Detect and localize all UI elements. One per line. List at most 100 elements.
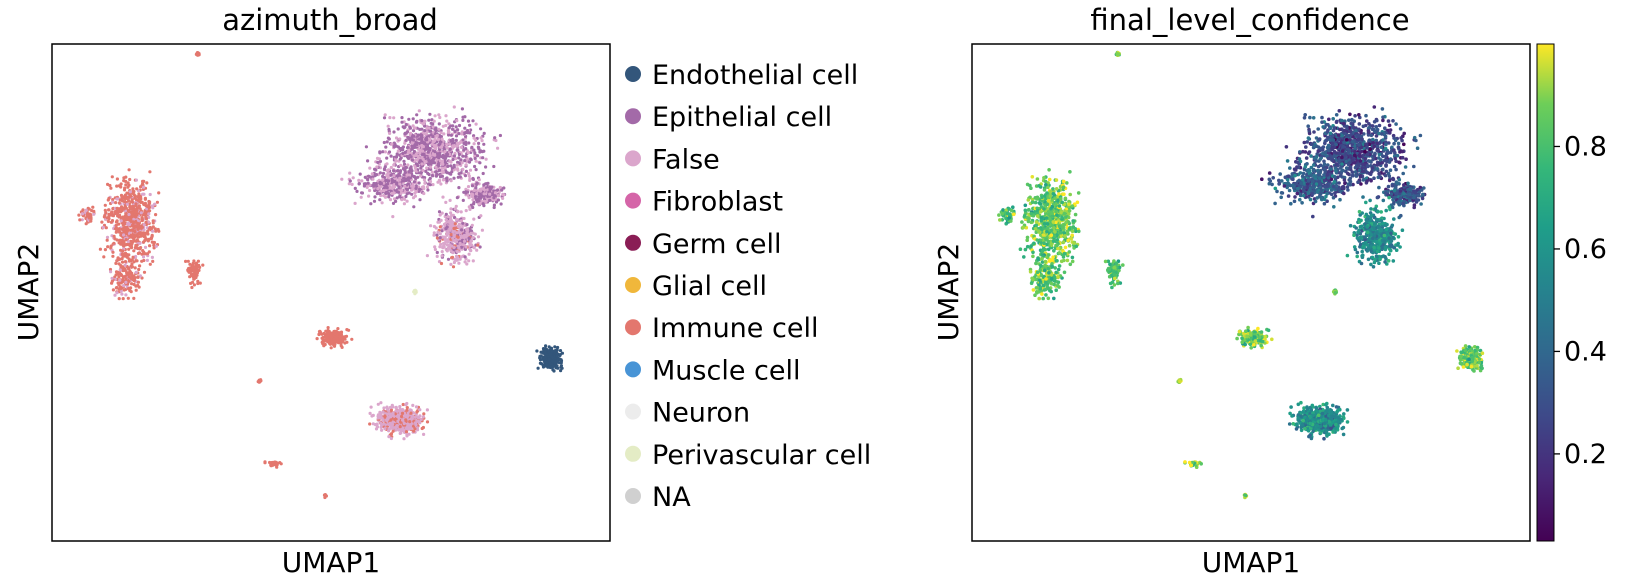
- left-point: [263, 460, 267, 464]
- left-point: [114, 286, 118, 290]
- left-point: [449, 233, 453, 237]
- left-point: [439, 218, 443, 222]
- right-point: [1055, 238, 1059, 242]
- left-point: [146, 220, 151, 224]
- left-point: [122, 188, 127, 192]
- left-point: [347, 328, 351, 332]
- right-point: [1306, 124, 1310, 128]
- left-point: [448, 142, 452, 146]
- left-point: [385, 140, 389, 144]
- left-point: [455, 196, 459, 200]
- left-point: [466, 185, 471, 189]
- left-point: [409, 426, 413, 430]
- left-point: [142, 231, 146, 235]
- right-point: [1068, 262, 1073, 267]
- right-point: [1050, 204, 1055, 209]
- left-point: [431, 140, 435, 144]
- left-point: [106, 198, 110, 202]
- left-point: [388, 198, 393, 202]
- left-point: [142, 179, 146, 183]
- left-point: [496, 198, 500, 202]
- left-point: [451, 137, 455, 142]
- left-point: [392, 116, 396, 120]
- left-point: [445, 179, 449, 183]
- left-point: [107, 212, 111, 216]
- left-point: [383, 150, 387, 154]
- left-point: [111, 254, 115, 258]
- right-point: [1049, 233, 1054, 237]
- left-point: [423, 129, 427, 133]
- left-point: [434, 128, 438, 133]
- left-point: [464, 142, 468, 147]
- left-point: [429, 129, 433, 133]
- left-point: [137, 192, 141, 196]
- right-point: [1044, 237, 1048, 242]
- left-point: [464, 191, 468, 195]
- left-point: [454, 125, 458, 129]
- left-point: [104, 226, 108, 230]
- left-point: [481, 171, 485, 176]
- left-point: [436, 137, 440, 142]
- legend-marker-5: [625, 277, 641, 293]
- left-point: [140, 216, 144, 220]
- left-point: [543, 356, 547, 360]
- left-point: [127, 275, 131, 279]
- left-point: [341, 340, 345, 344]
- right-point: [1041, 233, 1046, 237]
- legend-label-0: Endothelial cell: [652, 60, 858, 91]
- left-point: [381, 174, 385, 178]
- left-point: [446, 230, 450, 234]
- left-point: [545, 363, 549, 367]
- left-point: [476, 243, 480, 247]
- right-point: [1054, 288, 1058, 293]
- left-point: [127, 247, 131, 251]
- left-point: [81, 208, 85, 212]
- left-point: [119, 238, 123, 242]
- left-point: [492, 164, 496, 169]
- left-point: [422, 432, 426, 436]
- left-point: [343, 335, 347, 339]
- right-point: [1035, 214, 1040, 218]
- left-point: [474, 168, 478, 172]
- left-point: [198, 265, 202, 269]
- left-point: [423, 181, 427, 185]
- left-point: [471, 119, 475, 123]
- left-point: [383, 113, 387, 117]
- left-point: [196, 279, 200, 283]
- left-point: [482, 131, 486, 135]
- right-point: [1396, 141, 1401, 146]
- left-point: [494, 138, 498, 143]
- left-point: [136, 246, 140, 251]
- left-point: [457, 152, 461, 157]
- right-point: [1386, 119, 1391, 123]
- left-point: [539, 354, 543, 358]
- left-point: [388, 421, 392, 425]
- right-point: [1401, 171, 1405, 176]
- left-point: [407, 170, 411, 174]
- left-point: [446, 257, 451, 261]
- left-point: [120, 216, 124, 220]
- right-point: [1057, 264, 1062, 268]
- left-point: [426, 171, 430, 175]
- left-point: [128, 190, 132, 194]
- right-point: [1061, 185, 1066, 189]
- left-point: [151, 225, 155, 229]
- left-point: [268, 460, 272, 465]
- left-point: [258, 379, 262, 384]
- left-point: [124, 179, 128, 183]
- left-point: [143, 245, 148, 249]
- right-point: [1042, 222, 1047, 226]
- right-point: [1047, 259, 1052, 263]
- left-point: [472, 134, 476, 138]
- left-point: [394, 136, 399, 140]
- left-point: [480, 228, 484, 232]
- right-point: [1056, 267, 1061, 272]
- left-point: [391, 413, 395, 417]
- left-point: [464, 169, 468, 173]
- left-point: [147, 202, 151, 206]
- left-point: [383, 427, 387, 431]
- right-point: [1055, 213, 1059, 217]
- left-point: [130, 205, 134, 209]
- left-point: [152, 246, 156, 250]
- left-point: [433, 153, 437, 157]
